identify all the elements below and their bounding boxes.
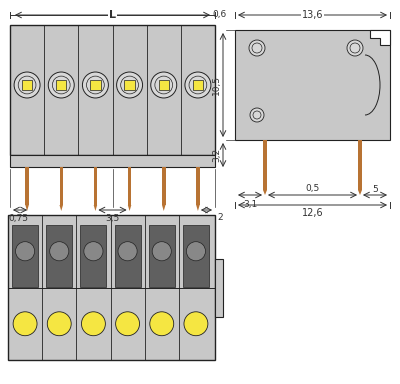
Circle shape [13,312,37,336]
Text: 5: 5 [372,184,378,194]
Polygon shape [263,190,267,195]
Bar [193,80,203,90]
Text: 10,5: 10,5 [212,75,221,95]
Bar [124,80,135,90]
Circle shape [185,72,211,98]
Circle shape [82,312,105,336]
Circle shape [151,72,177,98]
Circle shape [14,72,40,98]
Bar [25,167,29,205]
Circle shape [150,312,174,336]
Circle shape [84,242,103,261]
Text: 3,5: 3,5 [105,214,120,222]
Circle shape [249,40,265,56]
Text: 13,6: 13,6 [302,10,323,20]
Bar [46,225,72,286]
Bar [183,225,209,286]
Polygon shape [162,205,166,211]
Polygon shape [358,190,362,195]
Bar [12,225,38,286]
Polygon shape [196,205,200,211]
Text: 12,6: 12,6 [302,208,323,218]
Text: 0,6: 0,6 [213,10,227,20]
Bar [162,167,166,205]
Circle shape [116,72,142,98]
Circle shape [184,312,208,336]
Bar [90,80,100,90]
Bar [358,140,362,190]
Circle shape [118,242,137,261]
Text: 0,5: 0,5 [305,184,320,194]
Bar [22,80,32,90]
Bar [8,215,215,360]
Bar [215,258,223,316]
Text: 3,1: 3,1 [243,200,257,210]
FancyBboxPatch shape [235,30,390,140]
Polygon shape [25,205,29,211]
Bar [263,140,267,190]
Bar [196,167,200,205]
Circle shape [16,242,35,261]
Bar [149,225,175,286]
Circle shape [116,312,140,336]
Circle shape [186,242,206,261]
Bar [128,167,131,205]
Bar [159,80,169,90]
Bar [94,167,97,205]
Polygon shape [128,205,131,211]
Text: 2: 2 [217,214,223,222]
Bar [10,25,215,155]
Polygon shape [370,30,390,45]
Text: 0,75: 0,75 [8,214,28,222]
Circle shape [152,242,171,261]
Bar [10,155,215,167]
Circle shape [347,40,363,56]
Bar [80,225,106,286]
Circle shape [82,72,108,98]
Polygon shape [60,205,63,211]
Bar [114,225,140,286]
Circle shape [50,242,69,261]
Bar [60,167,63,205]
Text: L: L [109,10,116,20]
Text: 3,2: 3,2 [212,148,221,162]
Circle shape [48,72,74,98]
Polygon shape [94,205,97,211]
Circle shape [47,312,71,336]
Circle shape [250,108,264,122]
Bar [56,80,66,90]
